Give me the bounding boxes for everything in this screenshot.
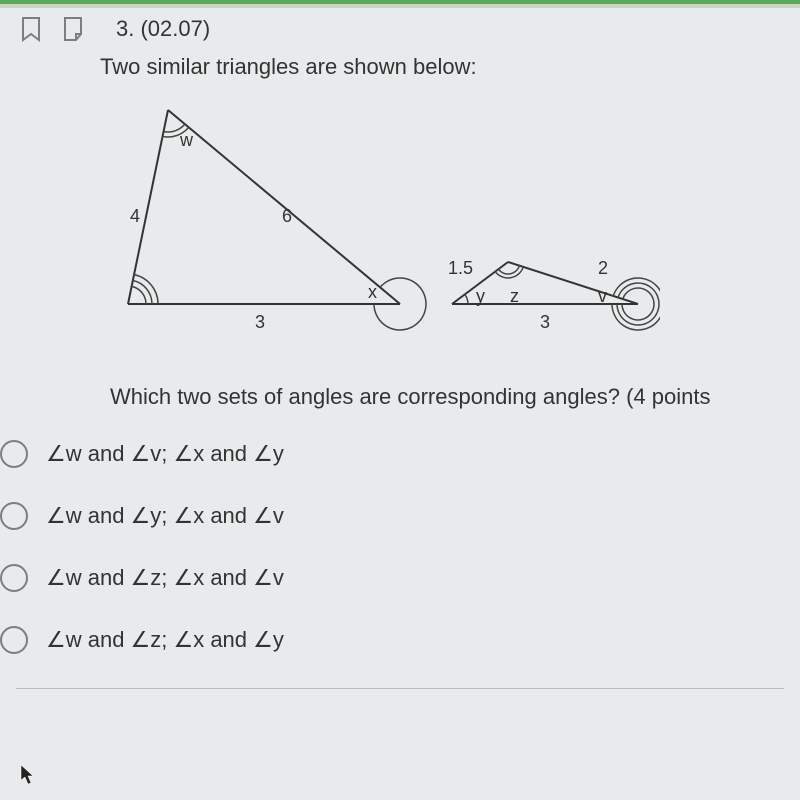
svg-text:6: 6 (282, 206, 292, 226)
divider (16, 688, 784, 689)
svg-text:y: y (476, 286, 485, 306)
option-a[interactable]: ∠w and ∠v; ∠x and ∠y (0, 440, 800, 468)
option-b[interactable]: ∠w and ∠y; ∠x and ∠v (0, 502, 800, 530)
svg-text:x: x (368, 282, 377, 302)
radio-c[interactable] (0, 564, 28, 592)
radio-d[interactable] (0, 626, 28, 654)
option-c[interactable]: ∠w and ∠z; ∠x and ∠v (0, 564, 800, 592)
cursor-icon (20, 764, 36, 786)
radio-b[interactable] (0, 502, 28, 530)
svg-text:z: z (510, 286, 519, 306)
option-d[interactable]: ∠w and ∠z; ∠x and ∠y (0, 626, 800, 654)
svg-text:1.5: 1.5 (448, 258, 473, 278)
radio-a[interactable] (0, 440, 28, 468)
question-number: 3. (02.07) (116, 16, 210, 42)
triangles-diagram: w 4 6 x 3 1.5 2 y z v 3 (100, 104, 660, 364)
svg-text:w: w (179, 130, 194, 150)
svg-text:3: 3 (255, 312, 265, 332)
option-c-text: ∠w and ∠z; ∠x and ∠v (46, 565, 284, 591)
svg-text:2: 2 (598, 258, 608, 278)
question-text: Which two sets of angles are correspondi… (110, 384, 800, 410)
note-icon[interactable] (62, 16, 84, 42)
progress-bar (0, 0, 800, 8)
question-content: Two similar triangles are shown below: w… (0, 46, 800, 410)
question-header: 3. (02.07) (0, 8, 800, 46)
svg-text:3: 3 (540, 312, 550, 332)
answer-options: ∠w and ∠v; ∠x and ∠y ∠w and ∠y; ∠x and ∠… (0, 440, 800, 654)
svg-text:4: 4 (130, 206, 140, 226)
option-d-text: ∠w and ∠z; ∠x and ∠y (46, 627, 284, 653)
question-prompt: Two similar triangles are shown below: (100, 54, 800, 80)
option-b-text: ∠w and ∠y; ∠x and ∠v (46, 503, 284, 529)
svg-text:v: v (598, 286, 607, 306)
bookmark-icon[interactable] (20, 16, 42, 42)
option-a-text: ∠w and ∠v; ∠x and ∠y (46, 441, 284, 467)
